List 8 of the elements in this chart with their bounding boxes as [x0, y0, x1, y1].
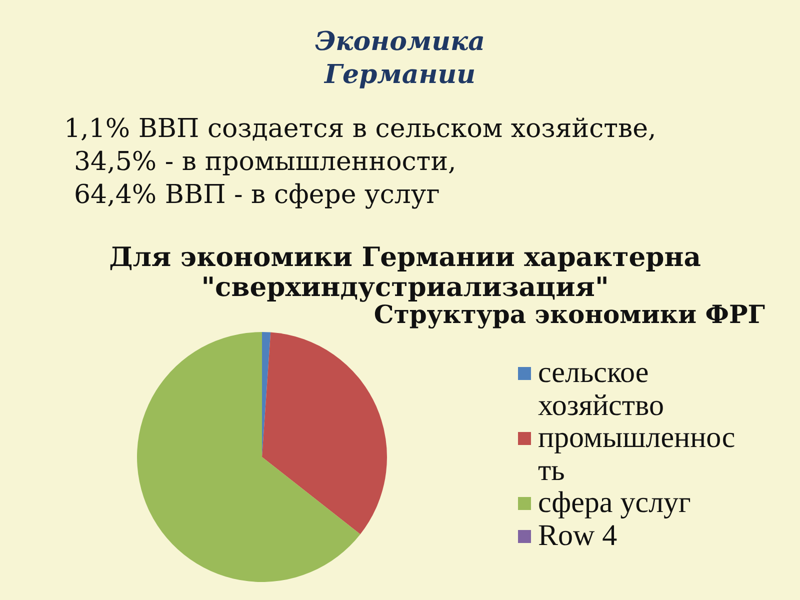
- text: Экономика Германии: [314, 26, 486, 92]
- text: Для экономики Германии характерна "сверхиндустриализация": [108, 242, 702, 303]
- text: 1,1% ВВП создается в сельском хозяйстве,: [64, 113, 656, 146]
- chart-title: Структура экономики ФРГ: [374, 300, 766, 329]
- text: 34,5% - в промышленности,: [74, 146, 456, 179]
- text: 64,4% ВВП - в сфере услуг: [74, 179, 440, 212]
- legend-label: Row 4: [538, 518, 618, 553]
- legend-label: сфера услуг: [538, 486, 692, 520]
